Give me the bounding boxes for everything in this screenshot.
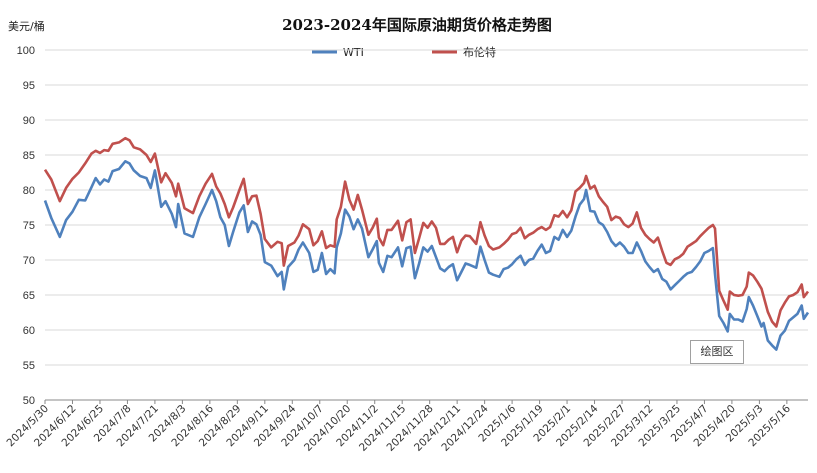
y-tick-label: 60	[23, 325, 35, 337]
y-axis-unit-label: 美元/桶	[8, 19, 45, 33]
y-tick-label: 50	[23, 395, 35, 407]
legend: WTI 布伦特	[312, 45, 496, 59]
series-line-wti	[43, 160, 810, 351]
chart-title: 2023-2024年国际原油期货价格走势图	[282, 16, 552, 34]
x-axis-ticks: 2024/5/302024/6/122024/6/252024/7/82024/…	[5, 400, 793, 454]
y-tick-label: 100	[17, 45, 35, 57]
series-lines	[43, 136, 810, 351]
y-axis-ticks: 100 95 90 85 80 75 70 65 60 55 50	[17, 45, 35, 407]
y-tick-label: 80	[23, 185, 35, 197]
y-tick-label: 90	[23, 115, 35, 127]
y-tick-label: 55	[23, 360, 35, 372]
y-tick-label: 65	[23, 290, 35, 302]
legend-label-wti: WTI	[343, 46, 364, 59]
gridlines	[45, 49, 808, 366]
legend-label-brent: 布伦特	[463, 45, 496, 59]
y-tick-label: 85	[23, 150, 35, 162]
plot-area-tooltip: 绘图区	[690, 340, 744, 364]
series-line-brent	[43, 136, 810, 328]
y-tick-label: 75	[23, 220, 35, 232]
y-tick-label: 95	[23, 80, 35, 92]
y-tick-label: 70	[23, 255, 35, 267]
